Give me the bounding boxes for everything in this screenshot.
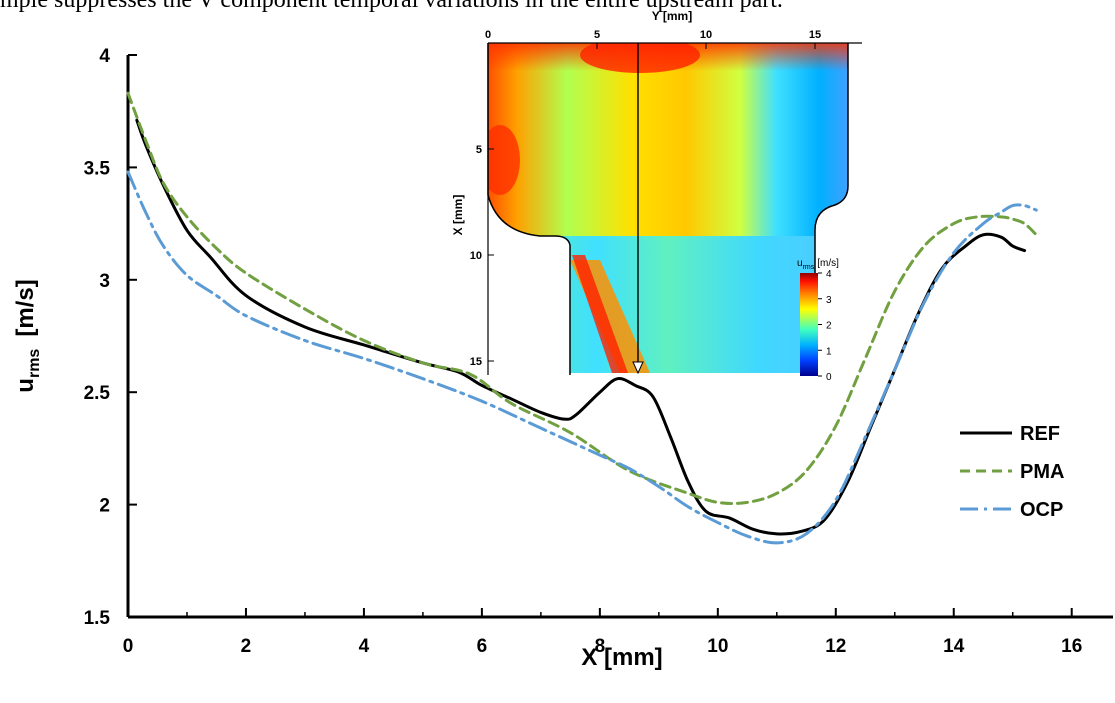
x-tick-label: 12 [825, 636, 846, 657]
inset-upper-field [488, 43, 848, 243]
y-axis-title: urms [m/s] [12, 279, 43, 392]
y-tick-label: 1.5 [84, 608, 111, 629]
inset-hotspot-top [580, 43, 700, 73]
inset-profile-arrow [632, 361, 644, 375]
inset-left-tick-label: 10 [470, 250, 482, 262]
colorbar-tick-label: 2 [826, 321, 832, 332]
legend-label-pma: PMA [1020, 461, 1064, 483]
inset-top-tick-label: 15 [809, 29, 821, 41]
inset-contour-field [488, 43, 848, 373]
series-line-ref [135, 118, 1027, 536]
colorbar-ticks: 4 3 2 1 0 [818, 269, 832, 383]
inset-colorbar: urms [m/s] 4 3 2 1 0 [797, 258, 839, 383]
x-tick-label: 6 [477, 636, 488, 657]
x-tick-label: 0 [123, 636, 134, 657]
colorbar-tick-label: 3 [826, 295, 832, 306]
inset-hotspot-left [488, 125, 520, 195]
axes [126, 55, 1113, 619]
colorbar-title: urms [m/s] [797, 258, 839, 271]
colorbar-tick-label: 4 [826, 269, 832, 280]
x-tick-label: 2 [241, 636, 252, 657]
colorbar-tick-label: 1 [826, 346, 832, 357]
inset-top-tick-label: 5 [594, 29, 600, 41]
inset-left-tick-label: 5 [476, 144, 482, 156]
series-line-pma [126, 91, 1038, 505]
caption-text: mple suppresses the V component temporal… [0, 0, 783, 13]
inset-streak-core [572, 255, 628, 373]
ticks: 0 2 4 6 8 10 12 14 161.522.533.54 [84, 46, 1083, 657]
colorbar-gradient [800, 273, 818, 376]
inset-top-axis-title: Y [mm] [652, 9, 692, 23]
legend-label-ocp: OCP [1020, 499, 1063, 521]
inset-top-tick-label: 0 [485, 29, 491, 41]
x-tick-label: 16 [1061, 636, 1082, 657]
inset-lower-field [488, 236, 848, 373]
legend-label-ref: REF [1020, 423, 1060, 445]
inset-left-tick-label: 15 [470, 356, 482, 368]
x-tick-label: 8 [595, 636, 606, 657]
legend: REF PMA OCP [960, 423, 1064, 521]
inset-left-axis-title: X [mm] [451, 195, 465, 236]
x-tick-label: 10 [707, 636, 728, 657]
y-tick-label: 3.5 [84, 158, 111, 179]
inset-ticks: 0 5 10 15 5 10 15 [470, 29, 821, 368]
inset-top-tick-label: 10 [700, 29, 712, 41]
y-tick-label: 2 [99, 496, 110, 517]
colorbar-title-unit: [m/s] [817, 258, 839, 269]
y-tick-label: 4 [99, 46, 110, 67]
inset-right-wall [814, 43, 849, 375]
y-tick-label: 3 [99, 271, 110, 292]
series-layer [126, 91, 1038, 545]
y-axis-title-unit: [m/s] [12, 279, 39, 336]
colorbar-title-sub: rms [803, 264, 815, 271]
y-axis-title-main: u [12, 378, 39, 393]
x-tick-label: 4 [359, 636, 370, 657]
inset-left-wall [487, 43, 571, 375]
y-axis-title-sub: rms [26, 349, 43, 378]
svg-text:urms[m/s]: urms [m/s] [12, 279, 43, 392]
series-line-ocp [126, 170, 1038, 545]
y-tick-label: 2.5 [84, 383, 111, 404]
colorbar-tick-label: 0 [826, 372, 832, 383]
x-axis-title: X [mm] [581, 644, 662, 671]
colorbar-title-main: u [797, 258, 803, 269]
x-tick-label: 14 [943, 636, 965, 657]
